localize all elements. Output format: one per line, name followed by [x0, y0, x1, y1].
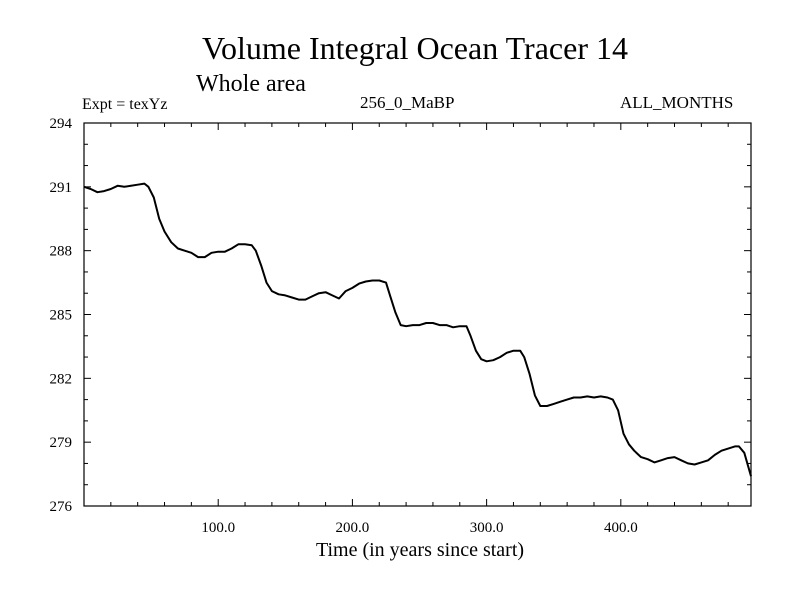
- y-tick-label: 279: [50, 435, 73, 451]
- y-tick-label: 282: [50, 371, 73, 387]
- chart-title: Volume Integral Ocean Tracer 14: [202, 30, 628, 66]
- y-tick-label: 294: [50, 116, 73, 132]
- x-tick-label: 200.0: [336, 520, 370, 536]
- y-tick-label: 276: [50, 499, 73, 515]
- x-tick-label: 300.0: [470, 520, 504, 536]
- period-annotation: ALL_MONTHS: [620, 93, 734, 112]
- y-tick-label: 285: [50, 308, 73, 324]
- x-axis-label: Time (in years since start): [315, 539, 525, 561]
- x-tick-label: 100.0: [201, 520, 235, 536]
- chart-subtitle: Whole area: [196, 71, 306, 97]
- run-annotation: 256_0_MaBP: [360, 93, 455, 112]
- plot-frame: [83, 122, 752, 507]
- experiment-annotation: Expt = texYz: [82, 96, 168, 113]
- series-line: [83, 182, 752, 477]
- x-axis: 100.0 200.0 300.0 400.0: [110, 123, 729, 536]
- y-tick-label: 291: [50, 180, 73, 196]
- y-tick-label: 288: [50, 244, 73, 260]
- series-group: [83, 182, 752, 477]
- x-tick-label: 400.0: [604, 520, 638, 536]
- y-axis: 276 279 282 285 288 291 294: [50, 116, 751, 515]
